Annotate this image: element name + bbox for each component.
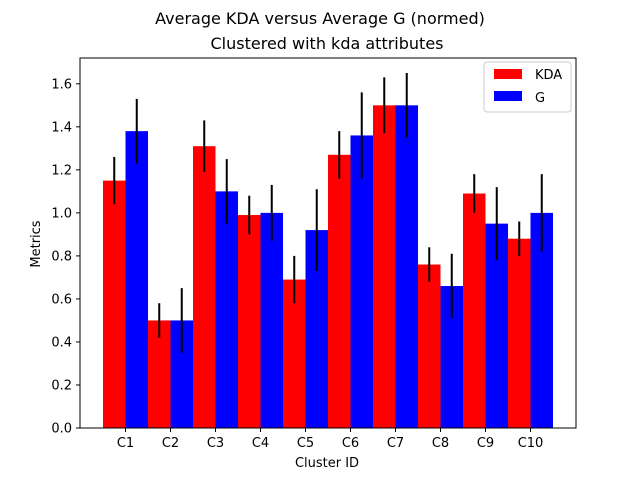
y-tick-label: 1.6 xyxy=(51,77,72,92)
y-tick-label: 1.2 xyxy=(51,163,72,178)
x-axis-label: Cluster ID xyxy=(295,456,359,471)
bar-g-c4 xyxy=(260,212,283,428)
bars-layer xyxy=(103,105,553,429)
bar-kda-c1 xyxy=(103,180,126,428)
bar-g-c1 xyxy=(125,131,148,429)
plot-frame xyxy=(79,57,577,429)
x-tick-label: C4 xyxy=(252,436,269,451)
bar-kda-c7 xyxy=(373,105,396,428)
x-tick-label: C8 xyxy=(432,436,449,451)
bar-g-c8 xyxy=(440,286,463,428)
legend-label-g: G xyxy=(535,91,545,106)
axes-layer xyxy=(79,57,577,429)
bar-kda-c4 xyxy=(238,215,261,428)
error-bars-layer xyxy=(113,73,543,353)
bar-g-c5 xyxy=(305,230,328,428)
chart-title: Average KDA versus Average G (normed) xyxy=(155,9,485,28)
bar-kda-c8 xyxy=(418,264,441,428)
legend-swatch-g xyxy=(494,91,522,101)
legend-label-kda: KDA xyxy=(535,68,562,83)
y-tick-label: 0.6 xyxy=(51,292,72,307)
bar-g-c9 xyxy=(485,223,508,428)
bar-g-c3 xyxy=(215,191,238,428)
x-tick-label: C2 xyxy=(162,436,179,451)
bar-kda-c2 xyxy=(148,320,171,428)
y-tick-label: 1.4 xyxy=(51,120,72,135)
y-tick-label: 0.2 xyxy=(51,378,72,393)
bar-kda-c9 xyxy=(463,193,486,428)
x-tick-label: C1 xyxy=(117,436,134,451)
y-axis-label: Metrics xyxy=(29,220,44,267)
ticks-layer: 0.0 0.2 0.4 0.6 0.8 1.0 1.2 1.4 1.6 C1 C2 C3 C4 C5 C6 C… xyxy=(51,77,543,451)
bar-kda-c5 xyxy=(283,279,306,428)
x-tick-label: C10 xyxy=(518,436,544,451)
bar-g-c7 xyxy=(395,105,418,428)
bar-g-c2 xyxy=(170,320,193,428)
x-tick-label: C9 xyxy=(477,436,494,451)
x-tick-label: C7 xyxy=(387,436,404,451)
bar-kda-c3 xyxy=(193,146,216,428)
y-tick-label: 0.0 xyxy=(51,422,72,437)
bar-g-c10 xyxy=(530,212,553,428)
x-tick-label: C5 xyxy=(297,436,314,451)
legend: KDA G xyxy=(483,61,572,113)
bar-kda-c6 xyxy=(328,154,351,429)
bar-g-c6 xyxy=(350,135,373,428)
bar-kda-c10 xyxy=(508,238,531,428)
y-tick-label: 1.0 xyxy=(51,206,72,221)
y-tick-label: 0.8 xyxy=(51,249,72,264)
x-tick-label: C3 xyxy=(207,436,224,451)
legend-swatch-kda xyxy=(494,69,522,79)
y-tick-label: 0.4 xyxy=(51,335,72,350)
chart-subtitle: Clustered with kda attributes xyxy=(211,34,444,53)
x-tick-label: C6 xyxy=(342,436,359,451)
